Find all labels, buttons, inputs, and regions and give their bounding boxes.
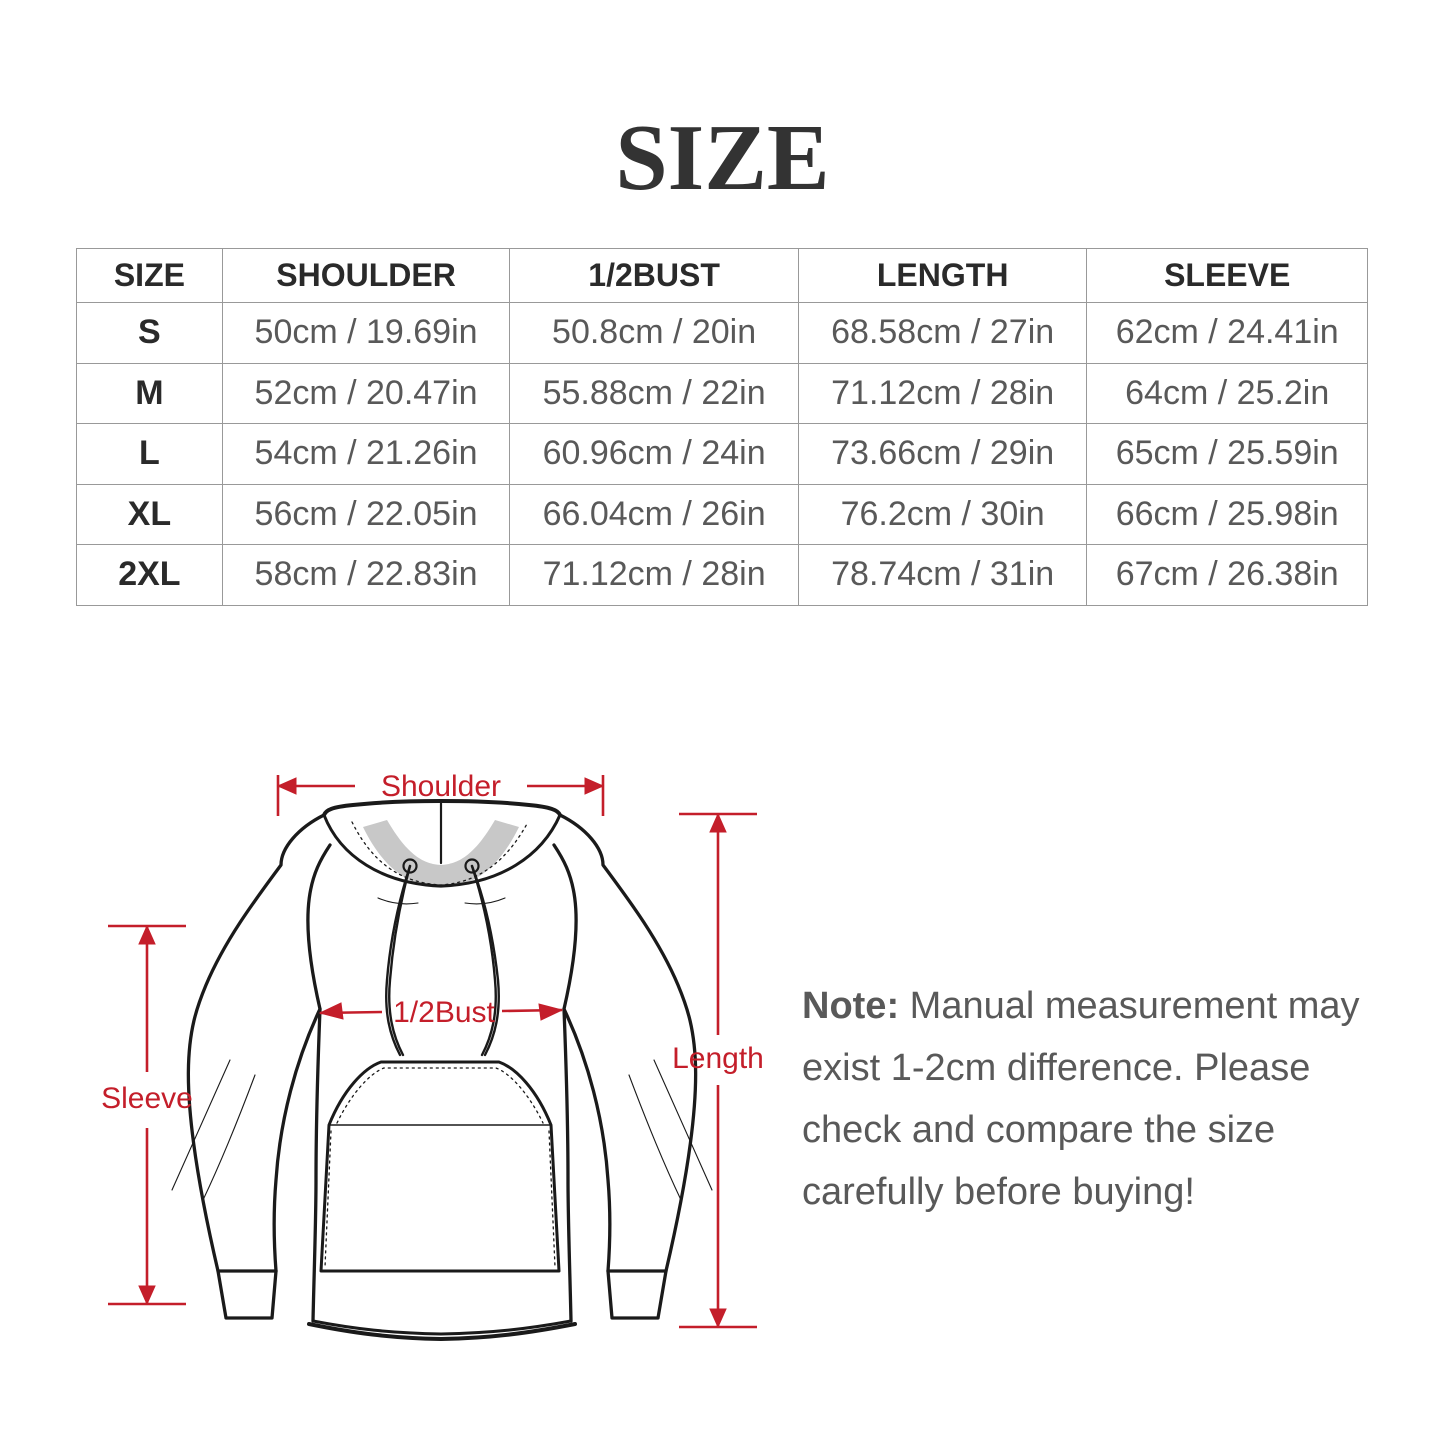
svg-text:Shoulder: Shoulder [381, 770, 501, 803]
svg-text:1/2Bust: 1/2Bust [393, 996, 495, 1029]
svg-text:Sleeve: Sleeve [101, 1082, 193, 1115]
svg-text:Length: Length [672, 1042, 764, 1075]
